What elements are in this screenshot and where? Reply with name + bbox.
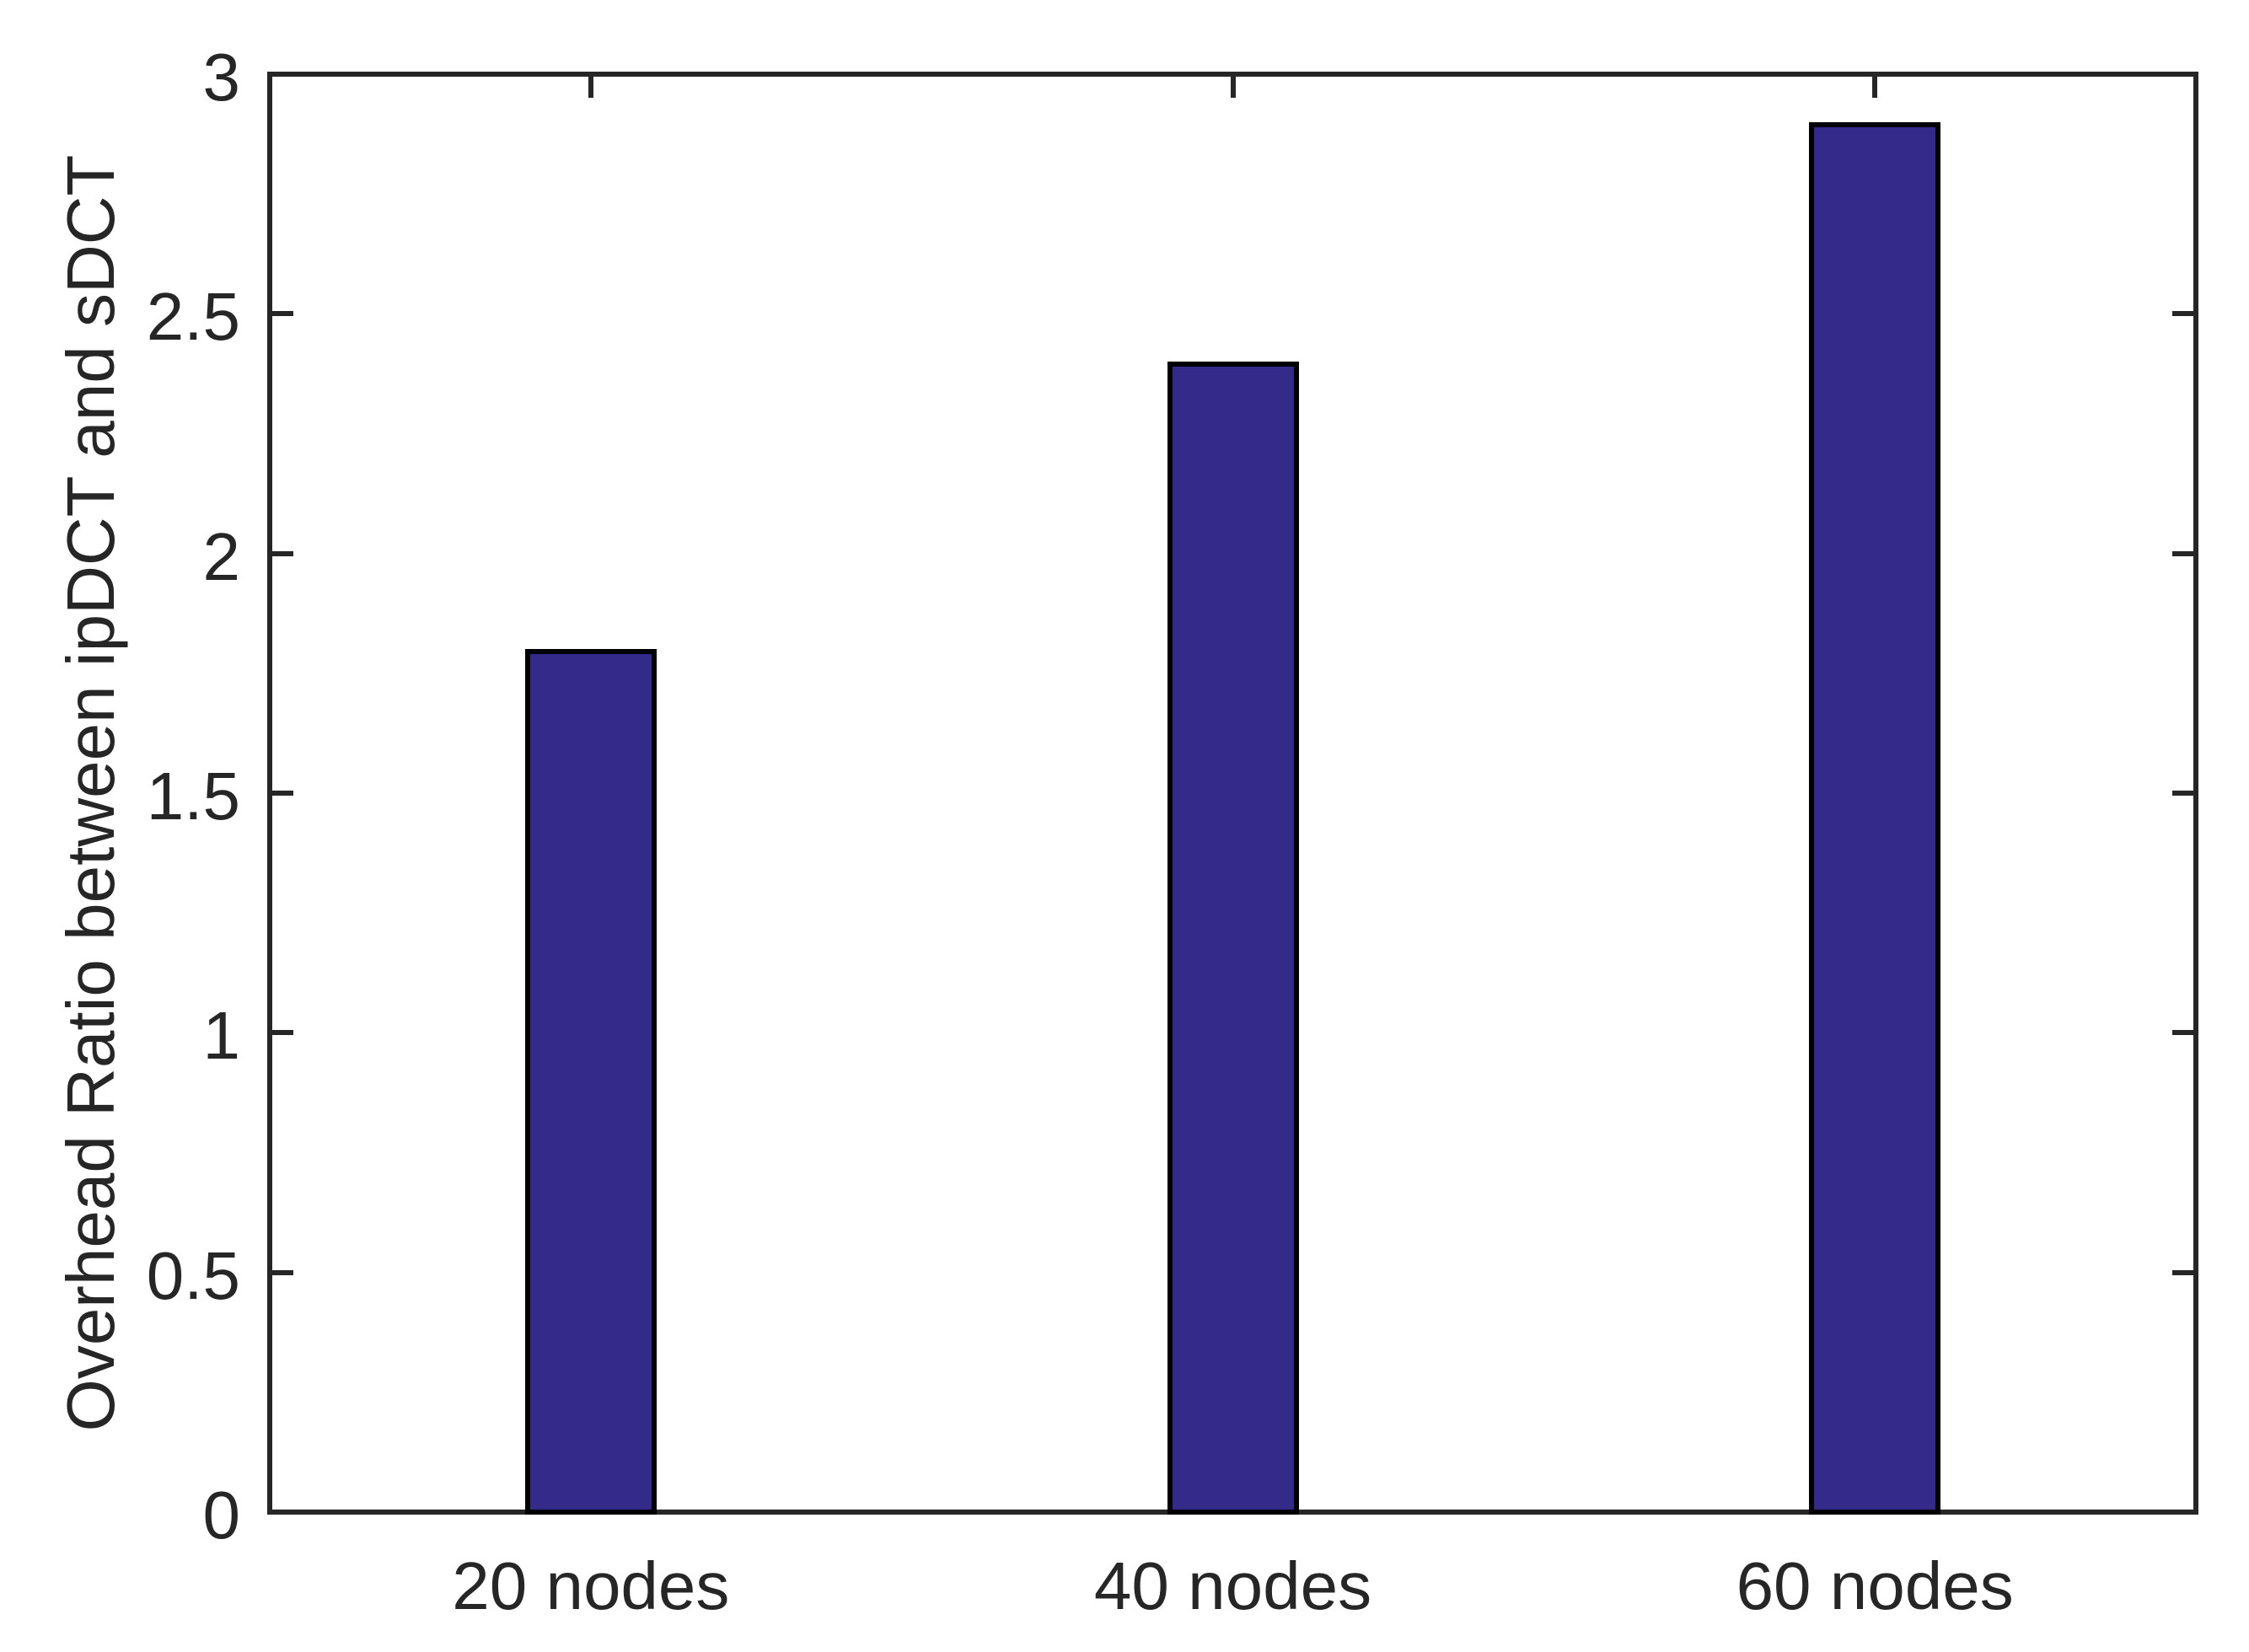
x-tick-top [588, 74, 593, 98]
y-tick-left [270, 1269, 293, 1275]
y-tick-left [270, 1510, 293, 1515]
y-tick-left [270, 550, 293, 556]
x-tick-label: 60 nodes [1736, 1548, 2014, 1623]
y-tick-right [2172, 1269, 2196, 1275]
y-tick-label: 3 [202, 40, 241, 115]
y-tick-label: 2.5 [146, 279, 240, 355]
y-tick-right [2172, 311, 2196, 317]
y-tick-left [270, 72, 293, 77]
y-tick-right [2172, 791, 2196, 796]
y-tick-left [270, 791, 293, 796]
bar-60-nodes [1809, 121, 1941, 1515]
y-tick-right [2172, 550, 2196, 556]
x-tick-label: 20 nodes [452, 1548, 730, 1623]
y-tick-right [2172, 72, 2196, 77]
y-tick-label: 1.5 [146, 759, 240, 834]
y-tick-label: 1 [202, 998, 241, 1074]
y-tick-label: 0.5 [146, 1237, 240, 1313]
y-tick-right [2172, 1030, 2196, 1036]
x-tick-label: 40 nodes [1093, 1548, 1372, 1623]
bar-40-nodes [1167, 362, 1299, 1515]
bar-20-nodes [524, 649, 657, 1515]
y-tick-label: 2 [202, 518, 241, 594]
y-tick-left [270, 1030, 293, 1036]
x-tick-top [1872, 74, 1878, 98]
y-tick-right [2172, 1510, 2196, 1515]
y-tick-label: 0 [202, 1478, 241, 1553]
x-tick-top [1230, 74, 1236, 98]
y-tick-left [270, 311, 293, 317]
